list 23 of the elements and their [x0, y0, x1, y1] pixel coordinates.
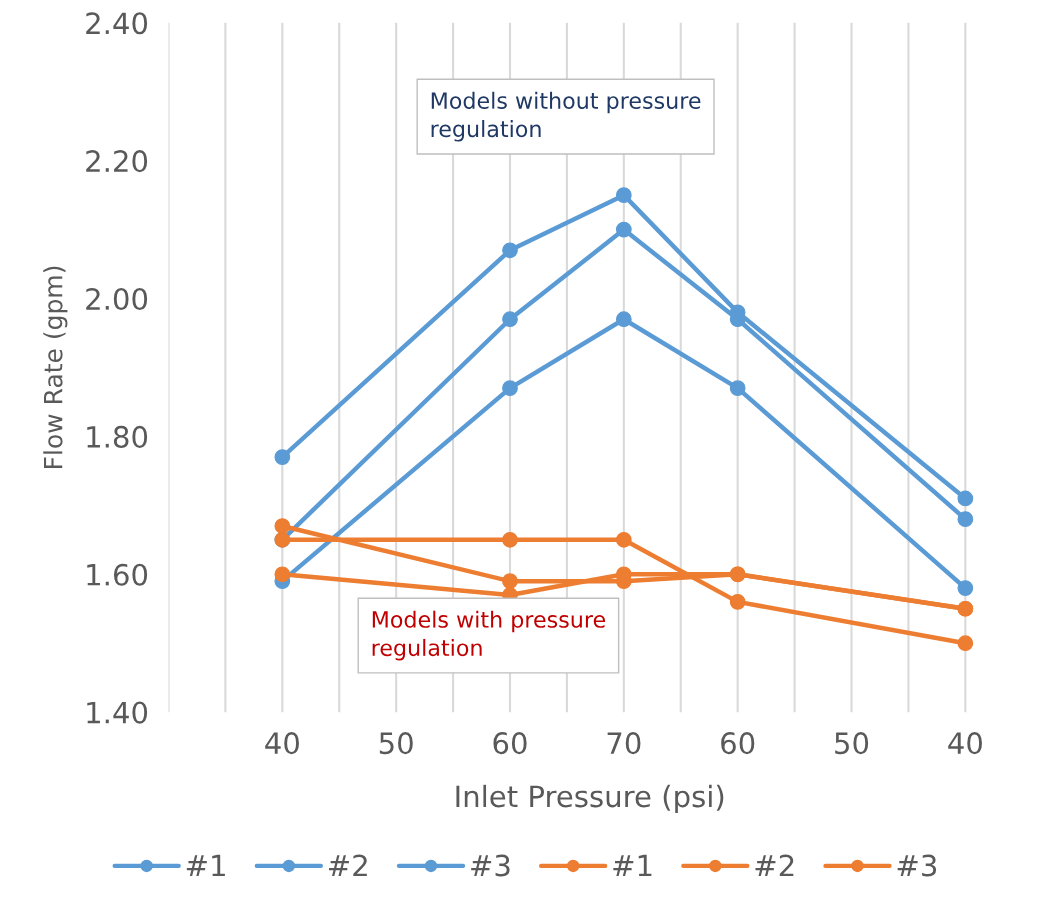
x-tick-label: 50 [379, 732, 413, 755]
x-tick-label: 50 [835, 732, 869, 755]
legend-label: #2 [755, 854, 794, 877]
legend-label: #2 [329, 854, 367, 877]
annotation: Models without pressure regulation [431, 91, 701, 142]
x-axis-title: Inlet Pressure (psi) [456, 784, 724, 814]
y-tick-label: 1.40 [87, 701, 148, 724]
legend-label: #1 [186, 854, 225, 877]
annotation: Models with pressure regulation [372, 610, 606, 661]
legend-label: #3 [471, 854, 510, 877]
y-tick-label: 2.00 [86, 287, 148, 311]
legend-label: #1 [613, 854, 652, 877]
y-axis-title: Flow Rate (gpm) [43, 266, 68, 468]
x-tick-label: 40 [265, 732, 299, 755]
y-tick-label: 1.80 [87, 425, 148, 448]
y-tick-label: 1.60 [87, 563, 148, 586]
x-tick-label: 60 [721, 732, 755, 755]
x-tick-label: 40 [948, 732, 982, 755]
legend-label: #3 [897, 854, 937, 877]
y-tick-label: 2.20 [86, 150, 148, 173]
x-tick-label: 60 [493, 732, 527, 755]
y-tick-label: 2.40 [86, 12, 148, 35]
x-tick-label: 70 [607, 732, 641, 755]
